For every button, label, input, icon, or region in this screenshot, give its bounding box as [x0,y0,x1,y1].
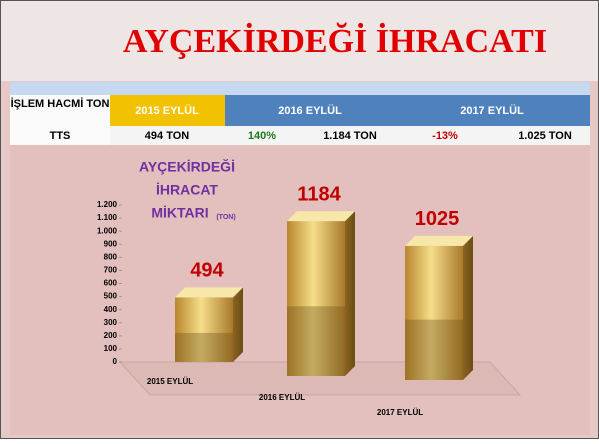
bar-side [463,235,473,380]
y-tick-label: 1.200 [97,200,118,209]
y-tick-label: 900 [104,239,118,248]
chart-title: İHRACAT [156,182,218,198]
bar-band [287,306,345,376]
table-header-cell [110,95,225,126]
bar-top [175,287,243,298]
table-header-text: İŞLEM HACMİ TON [10,98,110,110]
table-row [110,126,590,145]
bar [405,245,463,380]
table-cell-text: TTS [50,130,71,142]
bar-top [287,211,355,222]
y-tick-label: 0 [113,357,118,366]
table-header-cell [395,95,590,126]
chart-title: AYÇEKİRDEĞİ [139,158,235,175]
table-cell-text: -13% [432,130,458,142]
table-cell [10,95,110,145]
y-tick-label: 400 [104,305,118,314]
table-header-text: 2017 EYLÜL [460,104,524,117]
value-label: 1184 [297,183,341,205]
bar-band [405,319,463,380]
table-header-text: 2016 EYLÜL [278,104,342,117]
value-label: 1025 [415,208,460,230]
table-cell-text: 494 TON [145,130,189,142]
bar-side [345,211,355,376]
table-cell-text: 140% [248,130,276,142]
y-tick-label: 800 [104,252,118,261]
x-tick-label: 2017 EYLÜL [377,408,423,417]
bar [175,297,233,362]
table-cell-text: 1.025 TON [518,130,572,142]
y-tick-label: 700 [104,266,118,275]
value-label: 494 [190,260,224,282]
table-cell-wrap: İŞLEM HACMİ TON [10,98,110,110]
y-tick-label: 200 [104,331,118,340]
y-tick-label: 500 [104,292,118,301]
title-band [1,1,598,81]
slide-title: AYÇEKİRDEĞİ İHRACATI [123,22,547,60]
x-tick-label: 2016 EYLÜL [259,393,305,402]
table-header-cell [225,95,395,126]
y-tick-label: 300 [104,318,118,327]
chart-unit: (TON) [216,214,235,221]
bar [287,221,345,376]
bar-band [175,332,233,362]
y-tick-label: 600 [104,279,118,288]
x-tick-label: 2015 EYLÜL [147,377,193,386]
y-tick-label: 1.000 [97,226,118,235]
y-tick-label: 1.100 [97,213,118,222]
bar-side [233,287,243,362]
y-tick-label: 100 [104,344,118,353]
chart-title: MİKTARI [151,205,208,221]
bar-top [405,235,473,246]
table-header-text: 2015 EYLÜL [135,104,199,117]
table-strip [10,82,590,95]
table-cell-text: 1.184 TON [323,130,377,142]
